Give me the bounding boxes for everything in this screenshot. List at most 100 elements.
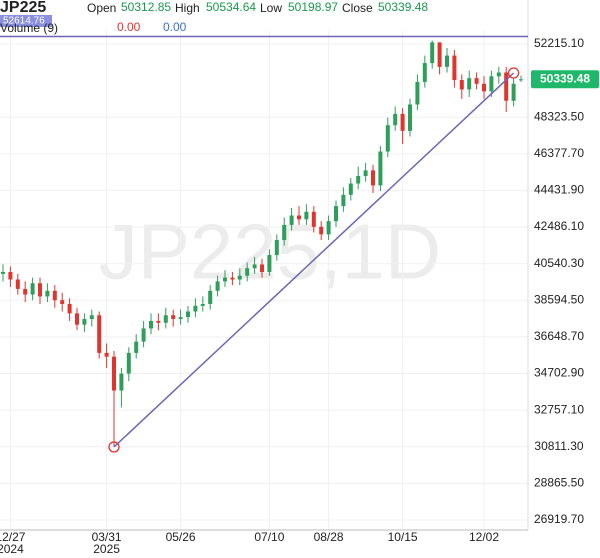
x-year-label: 2024 [0, 542, 24, 556]
candle-body [459, 80, 464, 90]
candle-body [252, 264, 257, 269]
candle-body [445, 55, 449, 67]
volume-value: 0.00 [117, 20, 141, 34]
candle-body [245, 268, 250, 276]
candle-body [378, 151, 383, 186]
chart-title: JP225 [0, 0, 46, 16]
trend-anchor [108, 441, 120, 453]
candle-body [430, 42, 435, 64]
candle-body [356, 176, 361, 184]
candle-body [371, 170, 375, 186]
candle-body [15, 279, 20, 289]
candle-body [326, 221, 331, 235]
candle-body [482, 83, 486, 92]
candle-body [297, 215, 301, 220]
candle-body [38, 283, 42, 297]
candle-body [400, 113, 405, 131]
ohlc-label: High [175, 1, 200, 15]
candle-body [319, 226, 324, 235]
y-tick-label: 30811.30 [534, 439, 583, 453]
y-tick-label: 40540.30 [534, 256, 584, 270]
volume-label: Volume (9) [0, 21, 58, 35]
x-tick-label: 12/02 [469, 530, 499, 544]
ohlc-label: Close [342, 1, 373, 15]
candle-body [193, 305, 198, 312]
candle-body [141, 328, 146, 342]
hline-label-bg [0, 15, 52, 27]
ohlc-value: 50312.85 [121, 0, 171, 14]
y-tick-label: 48323.50 [534, 109, 584, 123]
candle-body [208, 290, 213, 304]
candle-body [60, 300, 65, 304]
price-label: 50339.48 [540, 71, 590, 85]
candle-body [415, 81, 420, 105]
candle-body [260, 264, 264, 272]
ohlc-value: 50339.48 [378, 0, 428, 14]
x-tick-label: 05/26 [166, 530, 196, 544]
candle-body [408, 104, 412, 131]
candle-body [89, 315, 94, 320]
y-tick-label: 38594.50 [534, 292, 584, 306]
candle-body [163, 315, 168, 323]
candle-body [200, 303, 205, 306]
candle-body [104, 352, 109, 357]
candle-body [30, 283, 35, 295]
ohlc-label: Open [87, 1, 116, 15]
candle-body [156, 320, 161, 323]
candle-body [215, 281, 220, 291]
trend-anchor [507, 67, 520, 79]
candle-body [504, 72, 509, 101]
y-tick-label: 34702.90 [534, 366, 584, 380]
y-tick-label: 28865.50 [534, 476, 584, 490]
candle-body [274, 239, 279, 256]
candle-body [452, 55, 457, 81]
candle-body [1, 271, 5, 274]
y-tick-label: 36648.70 [534, 329, 584, 343]
candle-body [52, 290, 57, 301]
volume-value: 0.00 [163, 20, 187, 34]
candle-body [311, 211, 316, 227]
candle-body [237, 275, 242, 280]
x-tick-label: 12/27 [0, 530, 26, 544]
candle-body [496, 72, 501, 77]
candle-body [385, 125, 390, 152]
candle-body [289, 215, 294, 225]
candle-body [126, 352, 131, 374]
candle-body [348, 183, 353, 195]
y-tick-label: 42486.10 [534, 219, 584, 233]
candle-body [334, 206, 338, 222]
candle-body [474, 78, 479, 84]
ohlc-value: 50198.97 [288, 0, 338, 14]
candle-body [467, 78, 472, 90]
candle-body [97, 315, 102, 353]
candle-body [519, 79, 523, 81]
y-tick-label: 44431.90 [534, 183, 584, 197]
candle-body [8, 271, 13, 280]
candle-body [223, 277, 227, 282]
y-tick-label: 32757.10 [534, 402, 584, 416]
candle-body [45, 290, 50, 297]
candle-body [134, 341, 139, 353]
ohlc-label: Low [260, 1, 282, 15]
watermark: JP225,1D [99, 208, 442, 296]
x-tick-label: 10/15 [388, 530, 418, 544]
candle-body [230, 277, 235, 280]
candle-body [422, 63, 427, 82]
candle-body [119, 373, 124, 391]
candle-body [267, 255, 272, 272]
y-tick-label: 46377.70 [534, 146, 584, 160]
candle-body [75, 313, 79, 325]
candle-body [304, 211, 309, 220]
candle-body [149, 320, 153, 329]
trend-line [113, 72, 515, 448]
x-tick-label: 08/28 [314, 530, 344, 544]
candle-body [511, 83, 516, 101]
hline-label: 52614.76 [3, 16, 45, 27]
candle-body [67, 303, 72, 314]
candle-body [363, 170, 368, 177]
y-tick-label: 52215.10 [534, 36, 584, 50]
x-tick-label: 03/31 [92, 530, 122, 544]
candle-body [178, 317, 183, 320]
y-tick-label: 26919.70 [534, 512, 584, 526]
